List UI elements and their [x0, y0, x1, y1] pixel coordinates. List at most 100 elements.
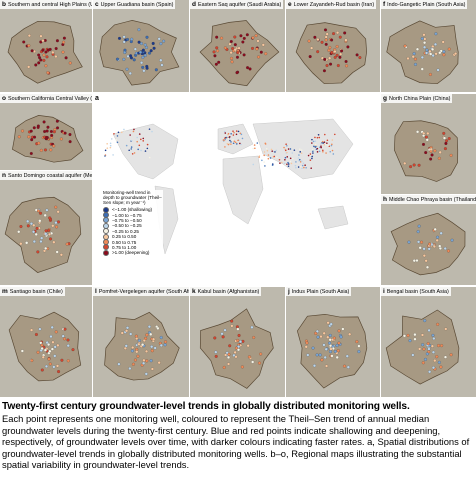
well-dot: [130, 148, 133, 150]
well-dot: [443, 247, 447, 251]
well-dot: [326, 335, 330, 339]
well-dot: [328, 338, 332, 342]
well-dot: [313, 35, 317, 39]
map-panel: j Indus Plain (South Asia): [286, 287, 380, 397]
well-dot: [230, 324, 234, 328]
legend-label: 0.25 to 0.50: [112, 234, 137, 240]
well-dot: [425, 138, 429, 142]
well-dot: [233, 43, 237, 47]
well-dot: [240, 365, 244, 369]
well-dot: [339, 52, 343, 56]
well-dot: [237, 348, 241, 352]
well-dot: [140, 61, 144, 65]
well-dot: [128, 149, 130, 152]
well-dot: [214, 350, 218, 354]
well-dot: [436, 322, 440, 326]
well-dot: [326, 321, 330, 325]
well-dot: [227, 362, 231, 366]
well-dot: [425, 352, 429, 356]
well-dot: [64, 56, 68, 60]
well-dot: [230, 60, 234, 64]
well-dot: [233, 350, 237, 354]
well-dot: [316, 147, 319, 150]
well-dot: [229, 142, 231, 145]
well-dot: [145, 66, 149, 70]
well-dot: [328, 145, 331, 148]
well-dot: [237, 345, 241, 349]
well-dot: [417, 240, 421, 244]
well-dot: [51, 224, 55, 228]
well-dot: [450, 238, 454, 242]
well-dot: [323, 28, 327, 32]
well-dot: [310, 46, 314, 50]
well-dot: [329, 322, 333, 326]
well-dot: [409, 165, 413, 169]
map-panel: d Eastern Saq aquifer (Saudi Arabia): [190, 0, 285, 92]
well-dot: [160, 63, 164, 67]
well-dot: [314, 143, 317, 146]
well-dot: [229, 39, 233, 43]
well-dot: [106, 142, 108, 145]
well-dot: [164, 340, 168, 344]
well-dot: [315, 145, 318, 148]
well-dot: [289, 160, 292, 163]
well-dot: [228, 136, 231, 138]
well-dot: [40, 346, 44, 350]
world-map: a: [93, 94, 380, 285]
well-dot: [309, 153, 312, 155]
well-dot: [129, 54, 133, 58]
well-dot: [150, 345, 154, 349]
well-dot: [39, 34, 43, 38]
well-dot: [330, 354, 334, 358]
caption-body: Each point represents one monitoring wel…: [2, 413, 470, 471]
well-dot: [323, 141, 326, 144]
legend-swatch: [103, 249, 109, 256]
well-dot: [323, 57, 327, 61]
well-dot: [117, 362, 121, 366]
well-dot: [36, 209, 40, 213]
well-dot: [252, 147, 254, 150]
well-dot: [142, 361, 146, 365]
well-dot: [442, 136, 446, 140]
well-dot: [51, 50, 55, 54]
well-dot: [280, 161, 283, 164]
well-dot: [284, 158, 286, 161]
well-dot: [142, 140, 145, 142]
well-dot: [56, 343, 60, 347]
well-dot: [214, 354, 218, 358]
well-dot: [30, 358, 34, 362]
well-dot: [71, 348, 75, 352]
well-dot: [26, 224, 30, 228]
well-dot: [137, 28, 141, 32]
well-dot: [233, 131, 235, 134]
well-dot: [44, 64, 48, 68]
well-dot: [43, 129, 47, 133]
well-dot: [30, 49, 34, 53]
well-dot: [125, 329, 129, 333]
well-dot: [310, 167, 312, 169]
well-dot: [430, 153, 434, 157]
well-dot: [20, 349, 24, 353]
well-dot: [328, 350, 332, 354]
well-dot: [276, 156, 278, 159]
legend-label: >1.00 (deepening): [112, 250, 150, 256]
well-dot: [122, 57, 126, 61]
well-dot: [236, 51, 240, 55]
well-dot: [420, 240, 424, 244]
well-dot: [438, 51, 442, 55]
well-dot: [240, 133, 243, 136]
well-dot: [151, 130, 153, 133]
well-dot: [234, 346, 238, 350]
well-dot: [227, 143, 230, 146]
well-dot: [431, 54, 435, 58]
panel-label: o: [2, 95, 6, 102]
well-dot: [295, 161, 297, 163]
well-dot: [229, 51, 233, 55]
map-panel: k Kabul basin (Afghanistan): [190, 287, 285, 397]
well-dot: [312, 150, 314, 152]
well-dot: [413, 62, 417, 66]
well-dot: [44, 232, 48, 236]
well-dot: [344, 60, 348, 64]
